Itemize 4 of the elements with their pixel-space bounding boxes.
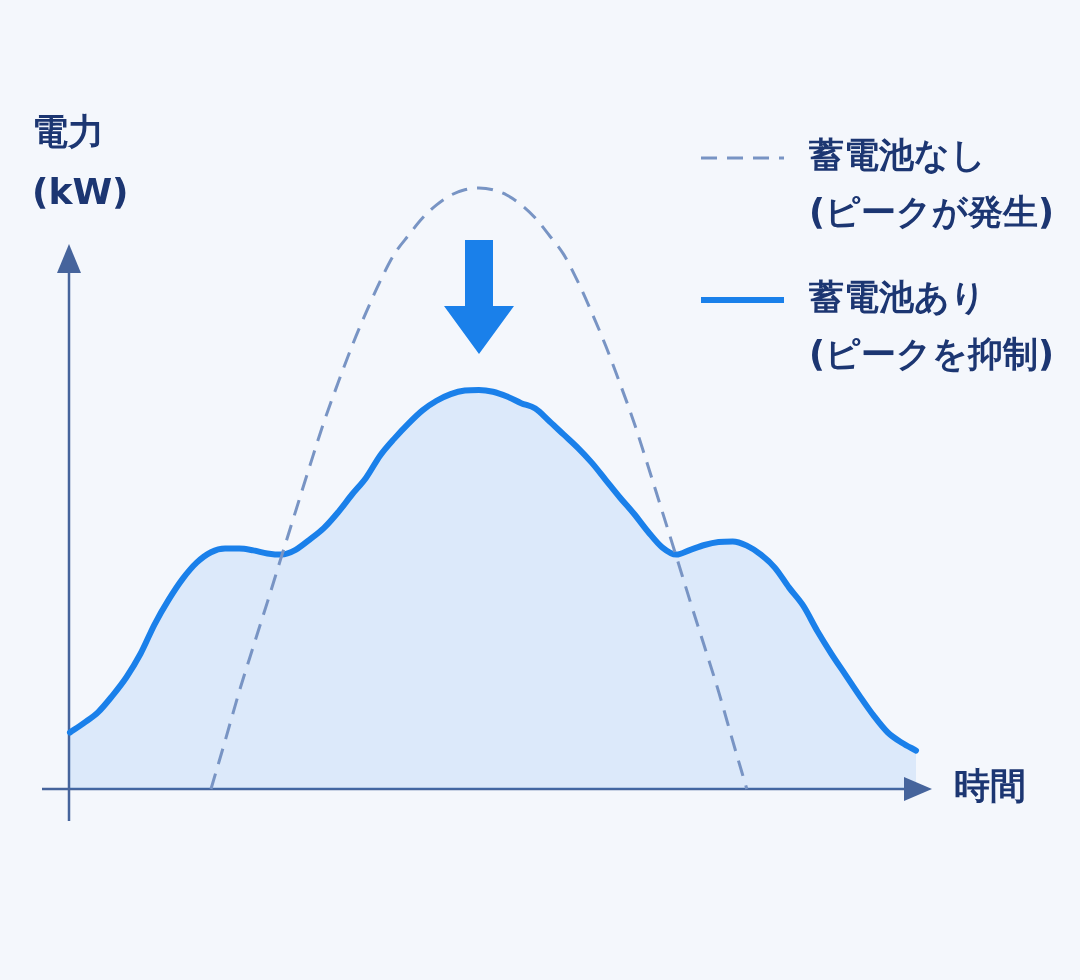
- legend-label: 蓄電池あり (ピークを抑制): [808, 277, 1055, 375]
- x-axis-title: 時間: [954, 765, 1026, 807]
- legend-label: 蓄電池なし (ピークが発生): [808, 135, 1055, 233]
- y-axis-title: 電力 (kW): [32, 111, 129, 213]
